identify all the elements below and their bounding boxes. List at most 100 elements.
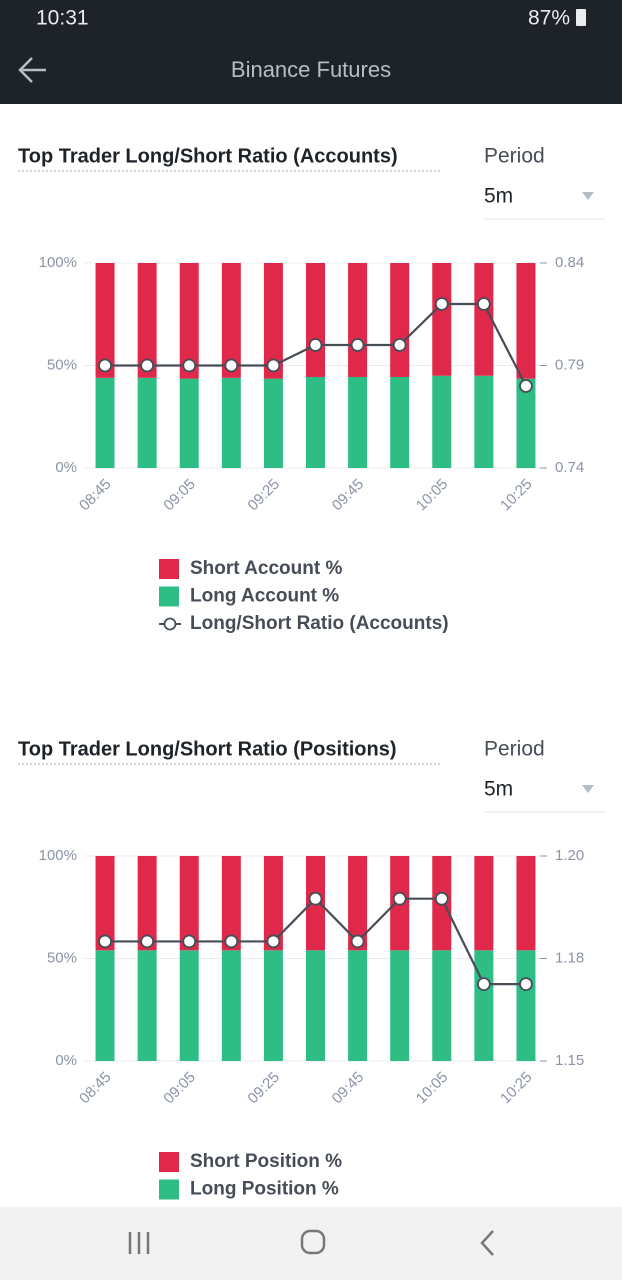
period-label: Period [484,738,545,761]
ratio-point [434,891,449,906]
bar-segment [390,376,410,468]
bar-segment [95,950,115,1061]
ratio-point [434,297,449,311]
bar-segment [474,263,494,376]
bar-segment [390,950,410,1061]
bar-segment [516,856,536,951]
legend-swatch [159,1152,179,1172]
legend-label: Long Position % [190,1179,339,1200]
x-tick-label: 09:05 [160,1069,199,1108]
bar-segment [137,377,157,468]
x-tick-label: 09:25 [244,1069,283,1108]
bar-segment [95,377,115,468]
bar-segment [221,377,241,468]
x-tick-label: 08:45 [76,1069,115,1108]
ratio-point [266,934,281,949]
bar-segment [221,950,241,1061]
period-label: Period [484,145,545,168]
period-dropdown[interactable] [582,785,594,793]
bar-segment [137,856,157,951]
x-tick-label: 09:25 [244,476,283,515]
bar-segment [137,263,157,378]
bar-segment [263,263,283,379]
ratio-point [140,358,155,373]
back-nav-button[interactable] [480,1230,494,1256]
legend-swatch [159,559,179,579]
ratio-point [476,297,491,311]
bar-segment [179,856,199,951]
x-tick-label: 10:05 [413,476,452,515]
bar-segment [263,378,283,468]
bar-segment [348,376,368,468]
ratio-point [519,379,533,393]
y2-tick-label: 0.74 [555,459,584,476]
y2-tick-label: 1.20 [555,847,584,864]
legend-label: Short Account % [190,558,342,579]
bar-segment [179,263,199,379]
bar-segment [432,950,452,1061]
y-tick-label: 50% [47,356,77,373]
recent-apps-button[interactable] [128,1232,150,1254]
legend-label: Long/Short Ratio (Accounts) [190,613,449,634]
legend-label: Short Position % [190,1151,342,1172]
ratio-point [392,891,407,906]
bar-segment [516,950,536,1061]
bar-segment [221,263,241,378]
ratio-point [519,977,533,992]
chart-title: Top Trader Long/Short Ratio (Accounts) [18,145,398,167]
nav-bar [0,1207,622,1280]
legend-swatch [159,586,179,607]
legend-swatch [159,1179,179,1200]
bar-segment [221,856,241,951]
y2-tick-label: 1.18 [555,949,584,966]
ratio-point [350,934,365,949]
y-tick-label: 0% [55,459,77,476]
ratio-point [140,934,155,949]
y2-tick-label: 1.15 [555,1052,584,1069]
ratio-point [98,934,112,949]
header-title: Binance Futures [231,57,391,82]
x-tick-label: 08:45 [76,476,115,515]
home-button[interactable] [300,1229,326,1255]
ratio-point [392,338,407,352]
y-tick-label: 100% [39,847,77,864]
bar-segment [348,263,368,377]
x-tick-label: 09:45 [329,476,368,515]
top-bar [0,0,622,104]
back-button[interactable] [18,57,46,83]
bar-segment [306,376,325,468]
bar-segment [179,950,199,1061]
ratio-point [182,358,197,373]
bar-segment [474,950,494,1061]
y2-tick-label: 0.84 [555,254,584,271]
bar-segment [516,263,536,379]
ratio-point [182,934,197,949]
bar-segment [95,856,115,951]
period-value: 5m [484,185,513,208]
clock: 10:31 [36,7,89,30]
legend-label: Long Account % [190,586,339,607]
legend-marker [163,617,177,631]
ratio-point [308,891,323,906]
ratio-point [476,977,491,992]
x-tick-label: 10:25 [497,476,536,515]
bar-segment [432,263,452,376]
bar-segment [348,950,368,1061]
bar-segment [432,375,452,468]
ratio-point [224,358,239,373]
bar-segment [263,856,283,951]
ratio-point [266,358,281,373]
bar-segment [474,375,494,468]
y-tick-label: 50% [47,949,77,966]
x-tick-label: 09:45 [329,1069,368,1108]
charts: Top Trader Long/Short Ratio (Accounts) Pe… [18,145,605,1200]
ratio-point [308,338,323,352]
y-tick-label: 0% [55,1052,77,1069]
bar-segment [95,263,115,378]
ratio-point [98,358,112,373]
period-dropdown[interactable] [582,192,594,200]
y-tick-label: 100% [39,254,77,271]
bar-segment [474,856,494,951]
y2-tick-label: 0.79 [555,356,584,373]
